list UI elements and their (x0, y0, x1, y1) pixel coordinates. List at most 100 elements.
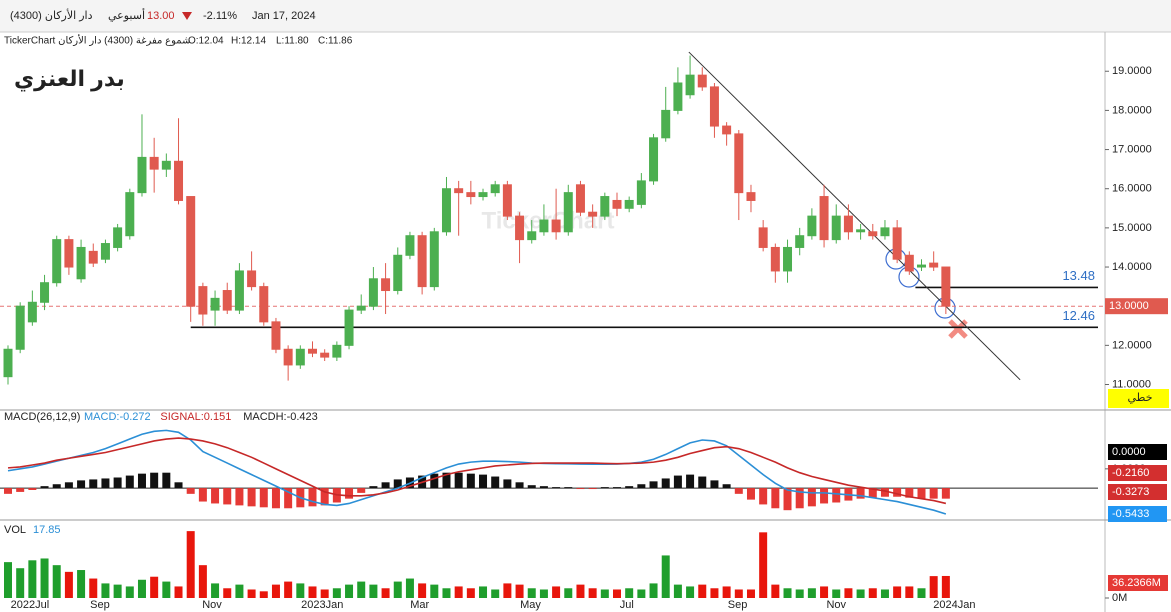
volume-bar (880, 589, 889, 598)
histogram-bar (150, 472, 159, 489)
volume-bar (466, 588, 475, 598)
histogram-bar (211, 488, 220, 504)
histogram-bar (479, 474, 488, 489)
candle-body (868, 231, 878, 237)
candle-body (210, 297, 220, 311)
histogram-bar (174, 482, 183, 489)
volume-bar (162, 581, 171, 598)
volume-bar (941, 575, 950, 598)
candle-body (478, 192, 488, 198)
scale-button[interactable] (1108, 389, 1169, 408)
volume-bar (625, 588, 634, 598)
volume-bar (673, 584, 682, 598)
histogram-bar (783, 488, 792, 511)
volume-bar (405, 578, 414, 598)
volume-bar (734, 589, 743, 598)
candle-body (320, 352, 330, 358)
histogram-bar (905, 488, 914, 498)
candle-body (405, 235, 415, 256)
histogram-bar (442, 472, 451, 489)
candle-body (271, 321, 281, 350)
histogram-bar (759, 488, 768, 505)
histogram-bar (771, 488, 780, 509)
ohlc-open: O:12.04 (188, 36, 224, 47)
volume-bar (150, 576, 159, 598)
scale-button-label[interactable]: خطي (1128, 392, 1153, 404)
volume-bar (783, 588, 792, 598)
histogram-bar (186, 488, 195, 494)
histogram-bar (917, 488, 926, 499)
candle-body (770, 246, 780, 272)
volume-bar (418, 583, 427, 598)
x-tick-label: 2022Jul (11, 599, 50, 611)
volume-bar (771, 584, 780, 598)
volume-bar (917, 588, 926, 598)
candle-body (393, 254, 403, 292)
period: أسبوعي (108, 8, 145, 22)
candle-body (356, 305, 366, 311)
value-tag-bg (1108, 575, 1168, 591)
candle-body (490, 184, 500, 194)
value-tag-bg (1108, 465, 1167, 481)
volume-bar (357, 581, 366, 598)
candle-body (880, 227, 890, 237)
candle-body (941, 266, 951, 307)
histogram-bar (101, 478, 110, 489)
histogram-bar (16, 488, 25, 492)
readout: MACD:-0.272 (84, 411, 151, 423)
volume-bar (223, 588, 232, 598)
volume-bar (296, 583, 305, 598)
histogram-bar (491, 476, 500, 489)
indicator-line (7, 437, 947, 505)
histogram-bar (198, 488, 207, 502)
candle-body (259, 286, 269, 323)
candle-body (502, 184, 512, 217)
histogram-bar (357, 488, 366, 493)
histogram-bar (661, 478, 670, 489)
histogram-bar (89, 479, 98, 489)
histogram-bar (137, 473, 146, 489)
x-tick-label: Mar (410, 599, 429, 611)
volume-bar (613, 589, 621, 598)
change: -2.11% (203, 10, 237, 22)
volume-bar (381, 588, 390, 598)
volume-bar (4, 562, 12, 598)
candle-body (381, 278, 391, 292)
candle-body (27, 301, 37, 323)
histogram-bar (588, 488, 597, 490)
candle-body (125, 192, 135, 237)
candle-body (515, 215, 525, 241)
candle-body (929, 262, 939, 268)
candle-body (222, 290, 232, 311)
histogram-bar (539, 486, 548, 489)
candle-body (186, 196, 196, 307)
candle-body (15, 305, 25, 350)
candle-body (892, 227, 902, 260)
histogram-bar (320, 488, 329, 506)
volume-bar (174, 586, 183, 598)
candle-body (904, 254, 914, 272)
volume-bar (820, 586, 829, 598)
candle-body (295, 348, 305, 366)
histogram-bar (381, 482, 390, 489)
histogram-bar (369, 486, 378, 489)
histogram-bar (795, 488, 804, 509)
candle-body (563, 192, 573, 233)
volume-bar (235, 584, 244, 598)
volume-bar (271, 584, 280, 598)
histogram-bar (600, 487, 609, 489)
volume-bar (259, 591, 268, 598)
last-price-tag: 13.0000 (1109, 300, 1149, 312)
volume-bar (186, 531, 195, 598)
histogram-bar (271, 488, 280, 509)
histogram-bar (698, 476, 707, 489)
candle-body (368, 278, 378, 307)
candle-body (332, 344, 342, 358)
volume-bar (101, 583, 110, 598)
volume-bar (369, 584, 378, 598)
level-label: 12.46 (1062, 308, 1095, 323)
volume-bar (746, 589, 755, 598)
candle-body (539, 219, 549, 233)
level-label: 13.48 (1062, 268, 1095, 283)
